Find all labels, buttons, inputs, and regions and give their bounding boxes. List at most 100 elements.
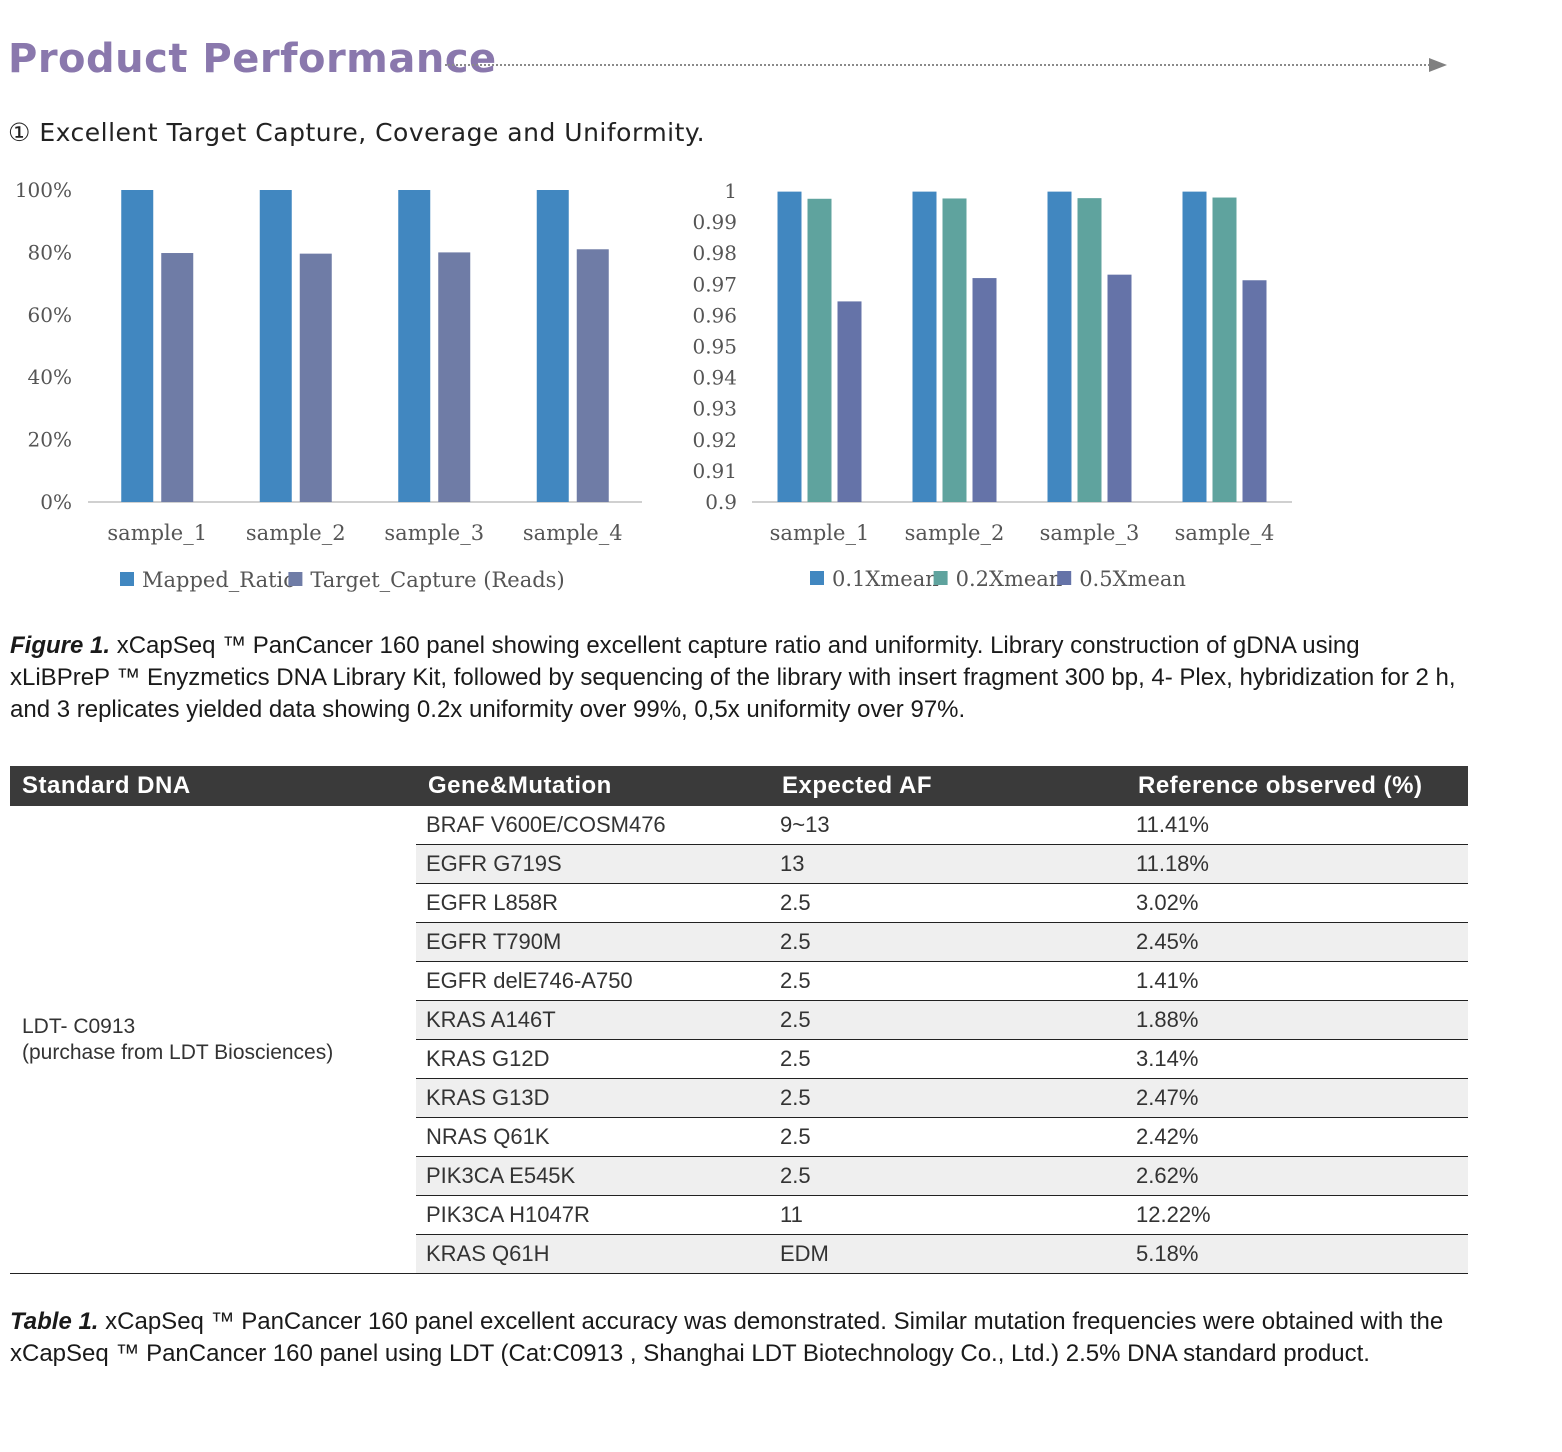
reference-observed-cell: 2.62% <box>1126 1156 1468 1196</box>
y-tick-label: 1 <box>724 179 737 203</box>
figure-caption: Figure 1. xCapSeq ™ PanCancer 160 panel … <box>10 630 1460 726</box>
legend-swatch <box>810 571 824 585</box>
x-tick-label: sample_2 <box>246 521 346 545</box>
reference-observed-cell: 11.18% <box>1126 844 1468 884</box>
legend-label: 0.5Xmean <box>1079 567 1186 591</box>
table-caption: Table 1. xCapSeq ™ PanCancer 160 panel e… <box>10 1306 1480 1370</box>
figure-caption-label: Figure 1. <box>10 632 111 659</box>
table-body: LDT- C0913 (purchase from LDT Biosciences… <box>10 806 1468 1274</box>
arrow-right-icon <box>1429 58 1447 72</box>
expected-af-cell: 2.5 <box>770 1000 1126 1040</box>
gene-mutation-cell: EGFR T790M <box>416 922 770 962</box>
expected-af-cell: 2.5 <box>770 961 1126 1001</box>
bar-mapped-ratio <box>398 190 431 502</box>
gene-mutation-cell: KRAS Q61H <box>416 1234 770 1274</box>
header-expected-af: Expected AF <box>770 766 1126 806</box>
gene-mutation-cell: KRAS G13D <box>416 1078 770 1118</box>
y-tick-label: 0.9 <box>705 490 737 514</box>
y-tick-label: 0% <box>40 490 72 514</box>
table-header-row: Standard DNA Gene&Mutation Expected AF R… <box>10 766 1468 806</box>
expected-af-cell: 9~13 <box>770 806 1126 845</box>
section-subtitle: ① Excellent Target Capture, Coverage and… <box>8 118 706 147</box>
bar-0-1xmean <box>912 191 937 502</box>
standard-dna-id: LDT- C0913 <box>22 1014 136 1038</box>
table-row: KRAS A146T 2.5 1.88% <box>10 1000 1468 1040</box>
x-tick-label: sample_2 <box>905 521 1005 545</box>
bar-0-2xmean <box>942 198 967 503</box>
bar-0-5xmean <box>837 301 862 502</box>
bar-0-5xmean <box>972 278 997 502</box>
bar-mapped-ratio <box>121 190 154 502</box>
uniformity-chart: 0.9 0.91 0.92 0.93 0.94 0.95 0.96 0.97 0.98 0.99 1… <box>692 179 1292 591</box>
table-caption-text: xCapSeq ™ PanCancer 160 panel excellent … <box>10 1308 1444 1367</box>
y-tick-label: 0.91 <box>692 459 737 483</box>
title-divider <box>445 64 1430 66</box>
expected-af-cell: EDM <box>770 1234 1126 1274</box>
bar-0-1xmean <box>1047 191 1072 502</box>
reference-observed-cell: 12.22% <box>1126 1195 1468 1235</box>
y-tick-label: 100% <box>15 178 72 202</box>
legend-label: 0.1Xmean <box>832 567 939 591</box>
y-tick-label: 0.94 <box>692 366 737 390</box>
bar-target-capture-reads <box>438 252 471 502</box>
table-row: KRAS Q61H EDM 5.18% <box>10 1234 1468 1274</box>
legend-swatch <box>288 572 303 586</box>
table-row: PIK3CA H1047R 11 12.22% <box>10 1195 1468 1235</box>
table-caption-label: Table 1. <box>10 1308 99 1335</box>
y-tick-label: 0.98 <box>692 241 737 265</box>
y-tick-label: 0.96 <box>692 303 737 327</box>
figure-caption-text: xCapSeq ™ PanCancer 160 panel showing ex… <box>10 632 1456 723</box>
expected-af-cell: 11 <box>770 1195 1126 1235</box>
bar-0-1xmean <box>777 191 802 502</box>
x-tick-label: sample_4 <box>523 521 623 545</box>
bar-target-capture-reads <box>161 253 194 502</box>
bar-target-capture-reads <box>576 249 609 502</box>
reference-observed-cell: 1.88% <box>1126 1000 1468 1040</box>
bar-0-5xmean <box>1242 280 1267 502</box>
gene-mutation-cell: EGFR delE746-A750 <box>416 961 770 1001</box>
header-reference-observed: Reference observed (%) <box>1126 766 1468 806</box>
page-title: Product Performance <box>8 36 497 82</box>
legend-label: 0.2Xmean <box>956 567 1063 591</box>
reference-observed-cell: 5.18% <box>1126 1234 1468 1274</box>
legend-swatch <box>120 572 134 586</box>
y-tick-label: 60% <box>28 303 72 327</box>
reference-observed-cell: 2.45% <box>1126 922 1468 962</box>
standard-dna-source: (purchase from LDT Biosciences) <box>22 1040 334 1064</box>
reference-observed-cell: 11.41% <box>1126 806 1468 845</box>
y-tick-label: 20% <box>28 428 72 452</box>
table-row: LDT- C0913 (purchase from LDT Biosciences… <box>10 806 1468 1274</box>
expected-af-cell: 2.5 <box>770 1039 1126 1079</box>
y-tick-label: 0.92 <box>692 428 737 452</box>
table-row: NRAS Q61K 2.5 2.42% <box>10 1117 1468 1157</box>
y-tick-label: 0.93 <box>692 397 737 421</box>
table-row: KRAS G13D 2.5 2.47% <box>10 1078 1468 1118</box>
table-row: KRAS G12D 2.5 3.14% <box>10 1039 1468 1079</box>
x-tick-label: sample_4 <box>1175 521 1275 545</box>
bar-0-2xmean <box>1077 198 1102 502</box>
header-standard-dna: Standard DNA <box>10 766 416 806</box>
table-row: EGFR delE746-A750 2.5 1.41% <box>10 961 1468 1001</box>
gene-mutation-cell: BRAF V600E/COSM476 <box>416 806 770 845</box>
gene-mutation-cell: NRAS Q61K <box>416 1117 770 1157</box>
mutation-table: Standard DNA Gene&Mutation Expected AF R… <box>10 766 1468 1274</box>
expected-af-cell: 2.5 <box>770 883 1126 923</box>
expected-af-cell: 2.5 <box>770 922 1126 962</box>
legend-swatch <box>1057 571 1072 585</box>
x-tick-label: sample_1 <box>770 521 870 545</box>
bar-mapped-ratio <box>259 190 292 502</box>
gene-mutation-cell: KRAS G12D <box>416 1039 770 1079</box>
table-row: PIK3CA E545K 2.5 2.62% <box>10 1156 1468 1196</box>
y-tick-label: 80% <box>28 240 72 264</box>
x-tick-label: sample_3 <box>1040 521 1140 545</box>
reference-observed-cell: 3.14% <box>1126 1039 1468 1079</box>
bar-0-2xmean <box>1212 197 1237 502</box>
gene-mutation-cell: EGFR G719S <box>416 844 770 884</box>
y-tick-label: 0.95 <box>692 335 737 359</box>
bar-0-1xmean <box>1182 191 1207 502</box>
legend-label: Mapped_Ratio <box>142 568 296 592</box>
gene-mutation-cell: PIK3CA E545K <box>416 1156 770 1196</box>
table-row: EGFR T790M 2.5 2.45% <box>10 922 1468 962</box>
table-row: EGFR G719S 13 11.18% <box>10 844 1468 884</box>
expected-af-cell: 13 <box>770 844 1126 884</box>
